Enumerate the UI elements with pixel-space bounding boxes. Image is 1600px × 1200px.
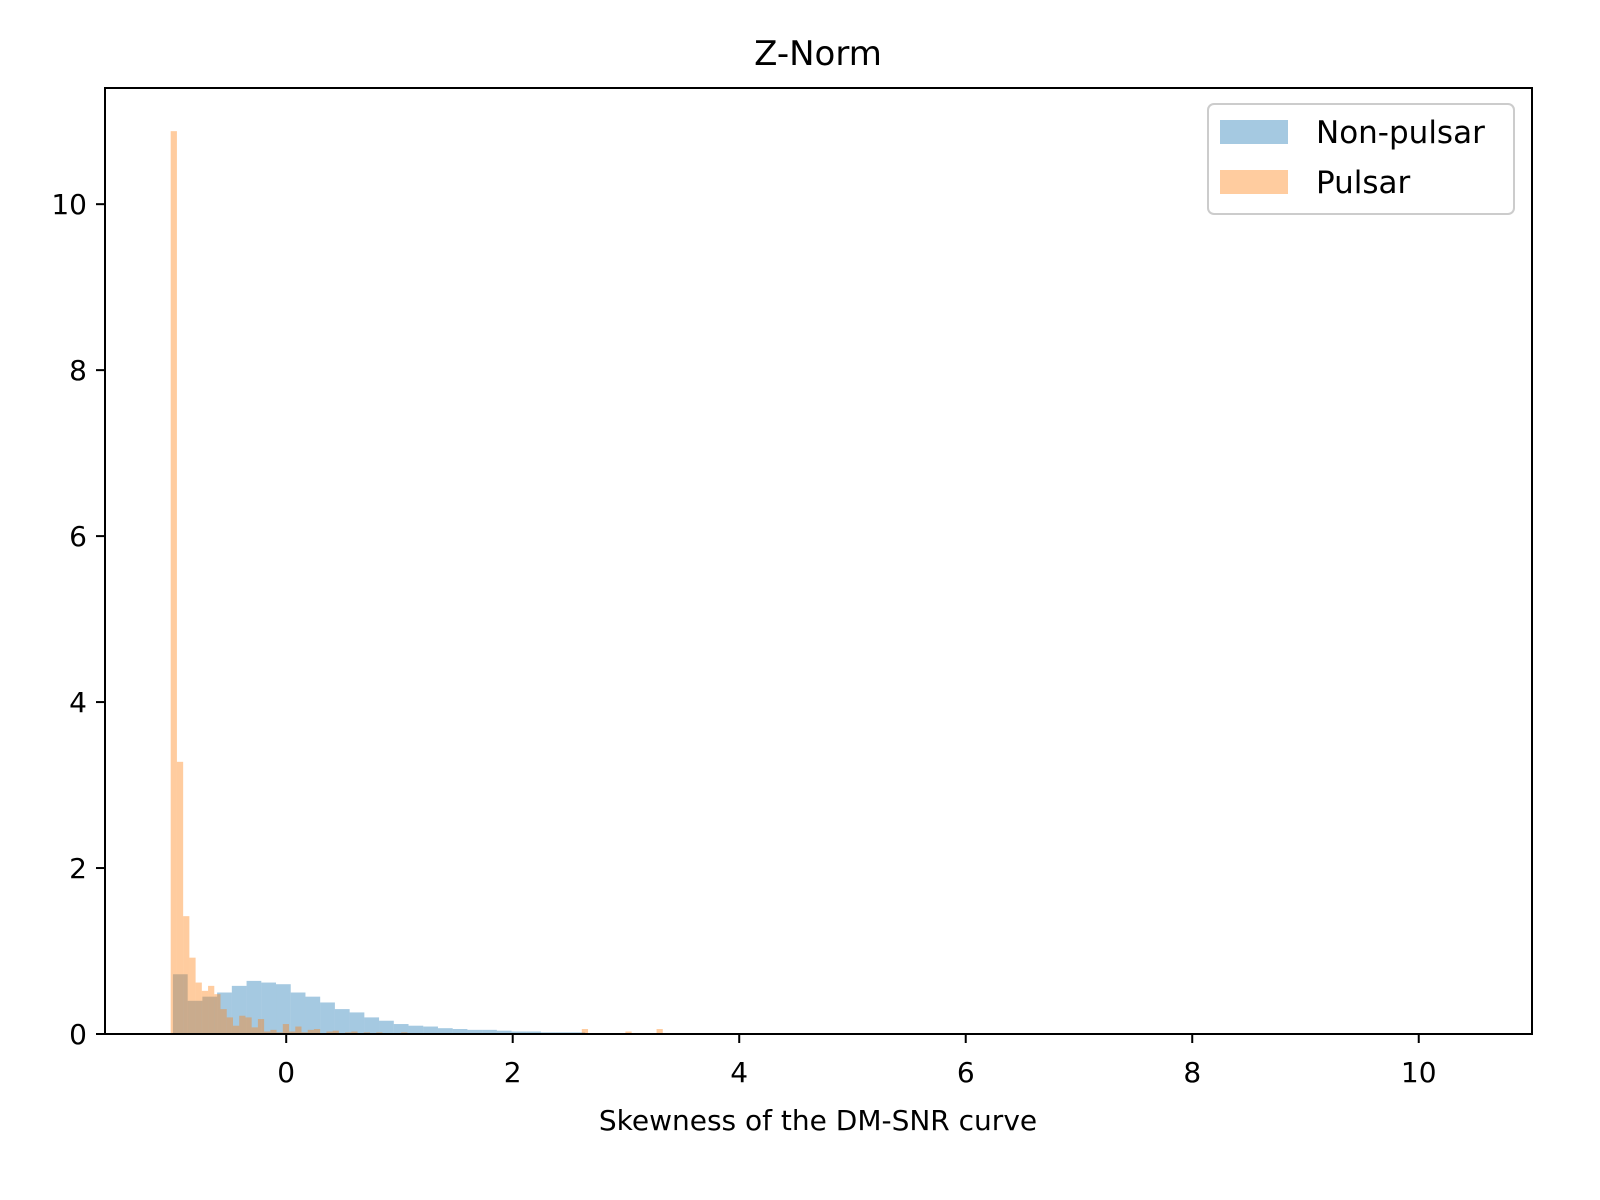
bar-pulsar-29: [351, 1031, 358, 1034]
bar-pulsar-73: [625, 1031, 632, 1034]
bar-pulsar-25: [326, 1031, 333, 1034]
x-axis-label: Skewness of the DM-SNR curve: [599, 1104, 1037, 1137]
bar-pulsar-1: [176, 761, 184, 1034]
bar-pulsar-16: [270, 1029, 277, 1034]
bar-non-pulsar-7: [276, 984, 291, 1034]
legend-label-non-pulsar: Non-pulsar: [1316, 115, 1485, 151]
x-tick-label-3: 6: [957, 1056, 975, 1089]
x-tick-label-1: 2: [504, 1056, 522, 1089]
bar-non-pulsar-9: [305, 996, 321, 1034]
bar-non-pulsar-23: [511, 1031, 527, 1034]
x-tick-label-0: 0: [277, 1056, 295, 1089]
y-tick-label-4: 8: [69, 354, 87, 387]
bar-non-pulsar-13: [364, 1017, 380, 1034]
bar-pulsar-22: [307, 1029, 314, 1034]
bar-pulsar-11: [239, 1015, 246, 1034]
bar-non-pulsar-6: [261, 982, 277, 1034]
bar-pulsar-2: [183, 916, 190, 1034]
bar-non-pulsar-15: [393, 1024, 409, 1034]
bar-pulsar-13: [251, 1027, 258, 1034]
bar-non-pulsar-2: [202, 996, 218, 1034]
legend: Non-pulsar Pulsar: [1207, 103, 1515, 215]
bar-pulsar-10: [232, 1025, 240, 1034]
bar-non-pulsar-21: [482, 1029, 497, 1034]
bar-pulsar-7: [214, 994, 221, 1034]
x-tick-label-5: 10: [1401, 1056, 1437, 1089]
plot-frame: [104, 87, 1533, 1035]
bar-pulsar-8: [220, 1009, 227, 1034]
legend-frame: [1207, 103, 1515, 215]
ticks-layer: 0 2 4 6 8 10 0 2 4 6 8 10: [51, 188, 1436, 1089]
legend-swatch-non-pulsar: [1220, 120, 1288, 144]
chart-title: Z-Norm: [754, 34, 882, 74]
bar-pulsar-66: [581, 1029, 589, 1034]
x-tick-label-4: 8: [1183, 1056, 1201, 1089]
bar-non-pulsar-5: [246, 980, 262, 1034]
bar-non-pulsar-0: [172, 974, 188, 1034]
y-tick-label-0: 0: [69, 1018, 87, 1051]
bar-non-pulsar-10: [320, 1002, 335, 1034]
bar-non-pulsar-8: [290, 992, 306, 1034]
y-tick-label-1: 2: [69, 852, 87, 885]
bar-pulsar-9: [226, 1017, 233, 1034]
bar-non-pulsar-19: [452, 1029, 468, 1034]
bar-non-pulsar-24: [526, 1031, 542, 1034]
bar-pulsar-26: [332, 1030, 339, 1034]
bar-pulsar-0: [170, 131, 177, 1034]
y-tick-label-2: 4: [69, 686, 87, 719]
bar-pulsar-12: [245, 1017, 252, 1034]
bar-non-pulsar-3: [217, 992, 232, 1034]
bar-pulsar-3: [189, 957, 196, 1034]
y-tick-label-5: 10: [51, 188, 87, 221]
bar-non-pulsar-1: [187, 1000, 203, 1034]
bar-non-pulsar-17: [423, 1026, 438, 1034]
y-tick-label-3: 6: [69, 520, 87, 553]
bar-pulsar-4: [195, 982, 202, 1034]
legend-swatch-pulsar: [1220, 170, 1288, 194]
bar-non-pulsar-11: [334, 1009, 350, 1034]
bar-non-pulsar-4: [231, 985, 247, 1034]
bar-non-pulsar-16: [408, 1025, 424, 1034]
x-tick-label-2: 4: [730, 1056, 748, 1089]
bar-pulsar-18: [282, 1024, 290, 1034]
bar-non-pulsar-22: [496, 1030, 512, 1034]
bar-pulsar-20: [295, 1026, 302, 1034]
bar-pulsar-19: [289, 1031, 296, 1034]
bar-pulsar-5: [201, 990, 209, 1034]
bar-pulsar-6: [208, 985, 215, 1034]
legend-label-pulsar: Pulsar: [1316, 165, 1411, 201]
bar-pulsar-15: [264, 1031, 271, 1034]
bar-pulsar-14: [257, 1019, 265, 1034]
bar-non-pulsar-12: [349, 1012, 365, 1034]
bar-pulsar-23: [313, 1029, 321, 1034]
bar-non-pulsar-20: [467, 1029, 483, 1034]
bar-non-pulsar-18: [437, 1028, 453, 1034]
bars-layer: [170, 131, 663, 1034]
bar-pulsar-78: [656, 1029, 663, 1034]
bar-non-pulsar-14: [379, 1020, 394, 1034]
